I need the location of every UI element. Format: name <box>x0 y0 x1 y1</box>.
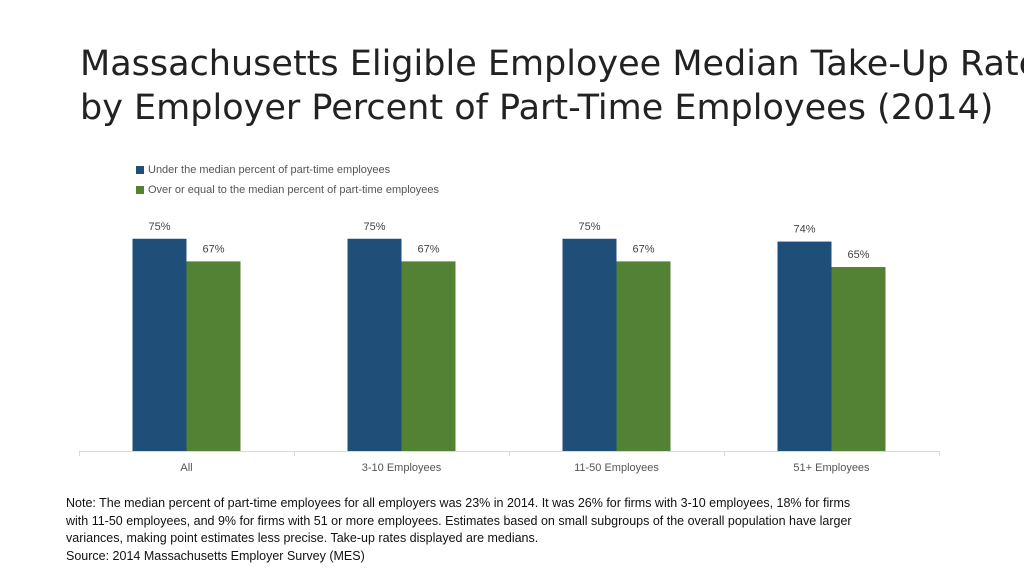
note-line-2: with 11-50 employees, and 9% for firms w… <box>66 513 852 528</box>
x-axis-tick-label: 51+ Employees <box>793 462 870 474</box>
note-line-3: variances, making point estimates less p… <box>66 531 539 546</box>
bar-under-median <box>777 241 832 451</box>
data-label: 74% <box>793 224 815 236</box>
bar-over-median <box>831 267 886 451</box>
note-line-4: Source: 2014 Massachusetts Employer Surv… <box>66 549 365 564</box>
data-label: 75% <box>578 221 600 233</box>
data-label: 75% <box>148 221 170 233</box>
x-axis-tick-label: 3-10 Employees <box>362 462 442 474</box>
page-title: Massachusetts Eligible Employee Median T… <box>80 42 1024 130</box>
bar-over-median <box>401 261 456 451</box>
legend-label-under-median: Under the median percent of part-time em… <box>148 164 391 176</box>
data-label: 67% <box>632 243 654 255</box>
x-axis-tick-label: All <box>180 462 192 474</box>
x-axis-tick-label: 11-50 Employees <box>574 462 659 474</box>
legend-item-over-median: Over or equal to the median percent of p… <box>136 180 439 200</box>
note-line-1: Note: The median percent of part-time em… <box>66 496 851 510</box>
legend-swatch-over-median <box>136 186 144 194</box>
legend-swatch-under-median <box>136 166 144 174</box>
data-label: 65% <box>847 249 869 261</box>
data-label: 75% <box>363 221 385 233</box>
legend-label-over-median: Over or equal to the median percent of p… <box>148 184 440 196</box>
bar-over-median <box>616 261 671 451</box>
title-line-2: by Employer Percent of Part-Time Employe… <box>80 88 994 128</box>
chart-note: Note: The median percent of part-time em… <box>66 495 966 566</box>
bar-under-median <box>347 238 402 451</box>
data-label: 67% <box>417 243 439 255</box>
bar-under-median <box>132 238 187 451</box>
chart-legend: Under the median percent of part-time em… <box>136 160 439 200</box>
bar-under-median <box>562 238 617 451</box>
legend-item-under-median: Under the median percent of part-time em… <box>136 160 439 180</box>
title-line-1: Massachusetts Eligible Employee Median T… <box>80 44 1024 84</box>
bar-over-median <box>186 261 241 451</box>
data-label: 67% <box>202 243 224 255</box>
